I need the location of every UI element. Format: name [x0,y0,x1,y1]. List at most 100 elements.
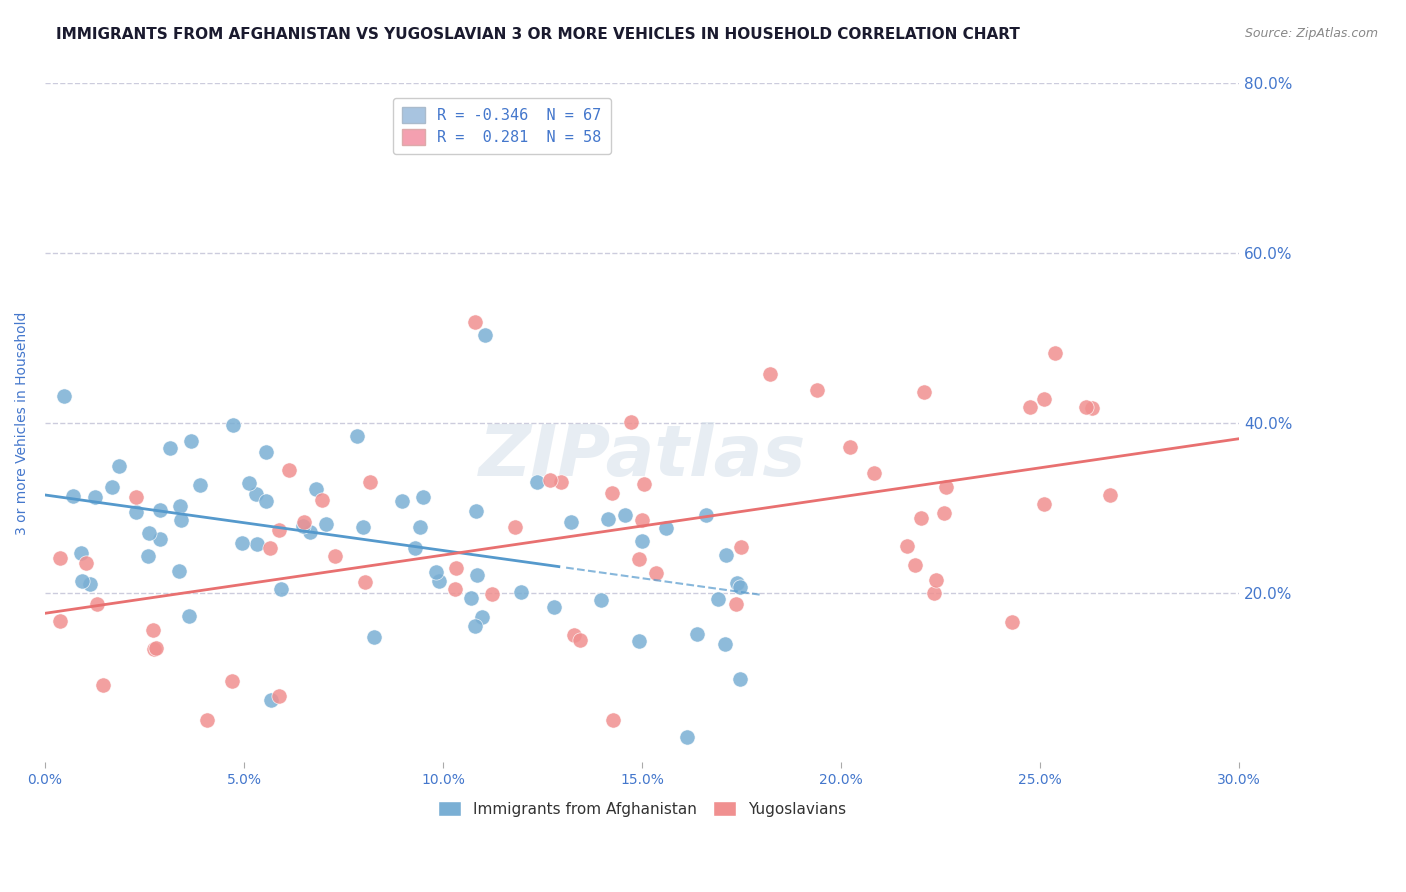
Text: ZIPatlas: ZIPatlas [478,423,806,491]
Point [1043,346,1066,360]
Point [1081,401,1104,415]
Point [526,475,548,489]
Point [149,503,172,517]
Y-axis label: 3 or more Vehicles in Household: 3 or more Vehicles in Household [15,311,30,534]
Point [70,545,93,559]
Point [1074,401,1097,415]
Point [728,580,751,594]
Point [481,587,503,601]
Point [562,628,585,642]
Point [125,491,148,505]
Point [254,445,277,459]
Point [70,574,93,589]
Point [79,577,101,591]
Point [149,532,172,546]
Point [408,520,430,534]
Point [912,385,935,400]
Point [298,524,321,539]
Point [1033,392,1056,406]
Point [444,560,467,574]
Point [759,367,782,381]
Point [602,485,624,500]
Point [363,631,385,645]
Point [444,582,467,596]
Point [169,499,191,513]
Point [560,515,582,529]
Point [550,475,572,489]
Point [270,582,292,596]
Point [620,415,643,429]
Point [391,494,413,508]
Point [292,515,315,529]
Point [510,584,533,599]
Point [231,536,253,550]
Point [221,674,243,689]
Point [716,548,738,562]
Point [246,537,269,551]
Point [138,526,160,541]
Point [896,539,918,553]
Point [925,573,948,587]
Point [188,477,211,491]
Point [633,476,655,491]
Point [346,429,368,443]
Point [315,517,337,532]
Point [311,493,333,508]
Point [503,520,526,534]
Point [471,610,494,624]
Point [464,504,486,518]
Point [267,689,290,703]
Point [464,619,486,633]
Point [159,441,181,455]
Point [404,541,426,556]
Point [143,641,166,656]
Point [278,463,301,477]
Point [323,549,346,564]
Point [1018,400,1040,414]
Point [645,566,668,580]
Point [259,541,281,556]
Point [598,512,620,526]
Point [254,494,277,508]
Point [107,459,129,474]
Point [352,520,374,534]
Point [1098,488,1121,502]
Legend: Immigrants from Afghanistan, Yugoslavians: Immigrants from Afghanistan, Yugoslavian… [432,795,852,822]
Point [353,575,375,590]
Point [569,633,592,648]
Point [427,574,450,589]
Point [538,474,561,488]
Point [359,475,381,489]
Point [76,556,98,570]
Point [260,693,283,707]
Point [675,730,697,744]
Point [465,567,488,582]
Point [922,586,945,600]
Point [177,608,200,623]
Text: Source: ZipAtlas.com: Source: ZipAtlas.com [1244,27,1378,40]
Point [631,512,654,526]
Point [932,506,955,520]
Point [222,418,245,433]
Point [863,466,886,480]
Point [543,599,565,614]
Point [412,491,434,505]
Point [707,591,730,606]
Point [602,713,624,727]
Point [167,564,190,578]
Point [84,490,107,504]
Point [170,513,193,527]
Point [631,533,654,548]
Point [806,384,828,398]
Point [838,440,860,454]
Point [292,519,315,533]
Point [142,623,165,637]
Point [305,483,328,497]
Point [725,576,748,591]
Point [86,597,108,611]
Point [591,593,613,607]
Point [238,475,260,490]
Point [910,511,932,525]
Point [101,481,124,495]
Text: IMMIGRANTS FROM AFGHANISTAN VS YUGOSLAVIAN 3 OR MORE VEHICLES IN HOUSEHOLD CORRE: IMMIGRANTS FROM AFGHANISTAN VS YUGOSLAVI… [56,27,1021,42]
